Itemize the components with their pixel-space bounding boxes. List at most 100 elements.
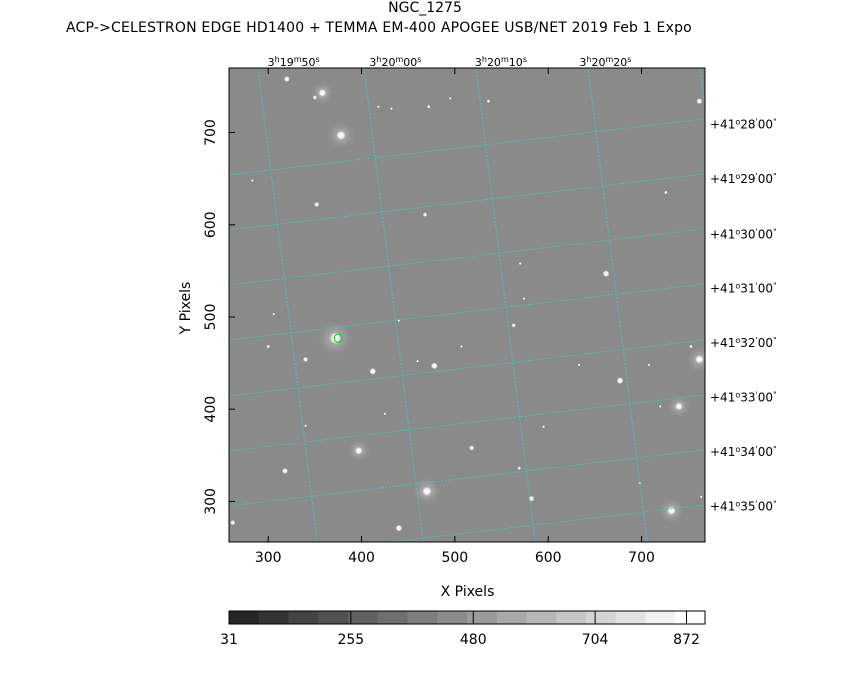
dec-unit: '	[756, 172, 758, 181]
star	[421, 486, 432, 497]
dec-unit: o	[735, 336, 740, 345]
dec-unit: '	[756, 499, 758, 508]
ra-value: 3	[268, 56, 275, 69]
colorbar-label: 480	[460, 632, 487, 648]
star	[699, 495, 703, 499]
dec-unit: o	[735, 445, 740, 454]
target-marker	[333, 333, 343, 343]
star	[266, 344, 271, 349]
dec-value: 28	[740, 118, 755, 132]
ra-unit: s	[523, 55, 527, 64]
dec-grid-line	[229, 118, 705, 176]
ra-value: 3	[475, 56, 482, 69]
chart-title: NGC_1275	[388, 0, 462, 16]
chart-subtitle: ACP->CELESTRON EDGE HD1400 + TEMMA EM-40…	[66, 20, 692, 36]
colorbar-swatch	[407, 611, 438, 624]
star	[602, 270, 610, 278]
ra-value: 3	[369, 56, 376, 69]
y-tick-label: 300	[203, 488, 219, 515]
colorbar-swatch	[437, 611, 468, 624]
ra-value: 10	[509, 56, 523, 69]
ra-value: 3	[579, 56, 586, 69]
dec-grid-line	[229, 173, 705, 231]
colorbar-swatch	[377, 611, 408, 624]
colorbar-swatch	[526, 611, 557, 624]
dec-value: 00	[758, 336, 773, 350]
y-tick-label: 700	[203, 119, 219, 146]
x-tick-label: 700	[628, 550, 655, 566]
x-axis-label: X Pixels	[440, 584, 495, 600]
star	[517, 466, 522, 471]
colorbar-swatch	[586, 611, 617, 624]
star	[522, 297, 526, 300]
colorbar-label: 872	[673, 632, 700, 648]
star	[395, 524, 403, 532]
dec-value: +41	[710, 282, 735, 296]
star	[390, 107, 393, 110]
star	[542, 425, 545, 429]
dec-label: +41o30'00"	[710, 227, 777, 241]
star	[329, 331, 342, 345]
colorbar-label: 704	[582, 632, 609, 648]
dec-grid-line	[229, 449, 705, 507]
ra-value: 00	[403, 56, 417, 69]
ra-value: 20	[591, 56, 605, 69]
star	[696, 98, 703, 105]
dec-value: 00	[758, 118, 773, 132]
dec-label: +41o28'00"	[710, 118, 777, 132]
dec-value: +41	[710, 499, 735, 513]
star	[468, 445, 475, 451]
star	[369, 367, 377, 375]
star	[230, 519, 236, 526]
colorbar-swatch	[258, 611, 289, 624]
dec-unit: "	[773, 118, 777, 127]
dec-unit: "	[773, 172, 777, 181]
star	[647, 363, 651, 367]
dec-unit: "	[773, 499, 777, 508]
dec-value: 35	[740, 499, 755, 513]
dec-unit: '	[756, 445, 758, 454]
star	[272, 312, 276, 316]
dec-grid-line	[229, 283, 705, 341]
dec-unit: o	[735, 118, 740, 127]
colorbar-swatch	[645, 611, 676, 624]
dec-unit: '	[756, 227, 758, 236]
star	[318, 88, 327, 97]
dec-value: 00	[758, 499, 773, 513]
star	[689, 344, 693, 349]
x-tick-label: 400	[348, 550, 375, 566]
star	[616, 377, 624, 385]
colorbar-swatch	[318, 611, 349, 624]
star	[666, 506, 676, 516]
ra-grid-line	[812, 68, 850, 542]
star	[664, 190, 668, 195]
colorbar-swatch	[675, 611, 706, 624]
dec-label: +41o29'00"	[710, 172, 777, 186]
star	[283, 75, 291, 83]
dec-unit: "	[773, 445, 777, 454]
star	[304, 424, 307, 428]
ra-label: 3h20m10s	[475, 55, 527, 69]
dec-unit: "	[773, 336, 777, 345]
ra-value: 19	[280, 56, 294, 69]
star	[511, 323, 516, 328]
ra-unit: s	[627, 55, 631, 64]
y-tick-label: 600	[203, 211, 219, 238]
dec-unit: o	[735, 391, 740, 400]
x-tick-label: 500	[441, 550, 468, 566]
ra-unit: s	[316, 55, 320, 64]
dec-value: 00	[758, 227, 773, 241]
dec-label: +41o33'00"	[710, 391, 777, 405]
star	[314, 201, 320, 208]
dec-grid-line	[229, 339, 705, 397]
dec-unit: '	[756, 336, 758, 345]
dec-unit: '	[756, 282, 758, 291]
star	[383, 412, 387, 416]
dec-value: +41	[710, 445, 735, 459]
dec-label: +41o35'00"	[710, 499, 777, 513]
colorbar-swatch	[556, 611, 587, 624]
x-tick-label: 600	[535, 550, 562, 566]
colorbar-label: 255	[337, 632, 364, 648]
dec-value: +41	[710, 172, 735, 186]
star	[302, 356, 309, 363]
